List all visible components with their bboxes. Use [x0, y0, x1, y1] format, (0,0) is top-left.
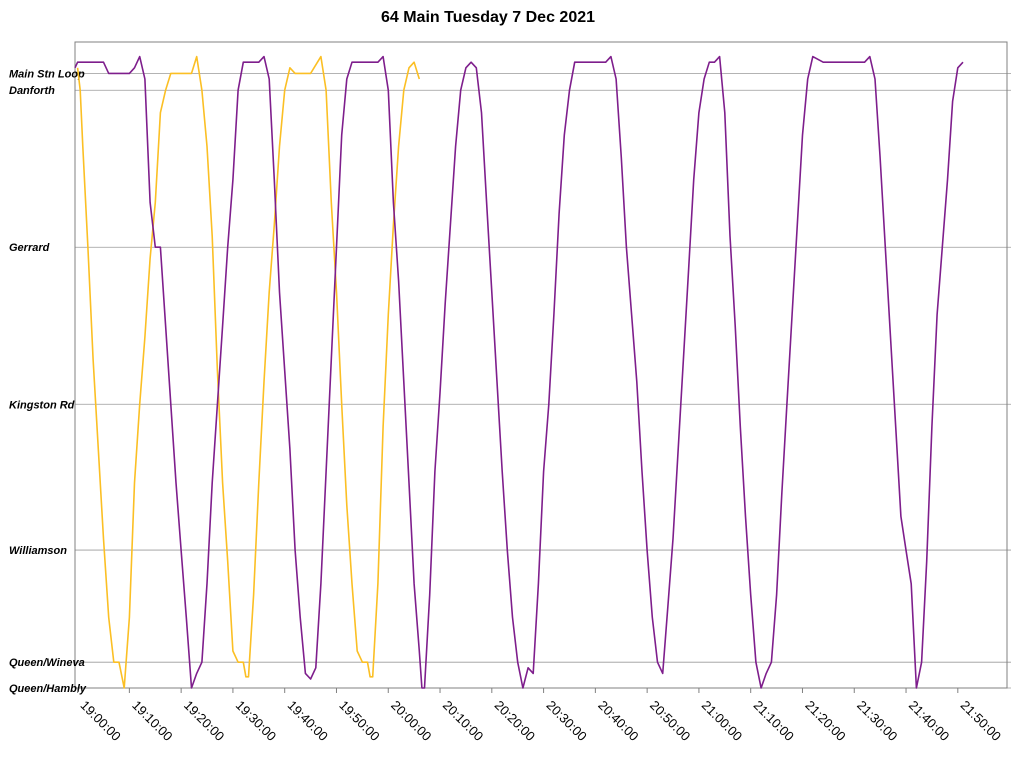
series-lines [74, 55, 964, 689]
x-axis-ticks [77, 688, 959, 693]
x-tick-label: 19:10:00 [129, 698, 175, 744]
x-tick-label: 21:00:00 [699, 698, 745, 744]
x-tick-label: 20:50:00 [647, 698, 693, 744]
x-tick-label: 19:00:00 [77, 698, 123, 744]
series-line-1 [76, 55, 421, 689]
x-tick-label: 20:40:00 [595, 698, 641, 744]
x-tick-label: 21:10:00 [751, 698, 797, 744]
x-tick-label: 20:10:00 [440, 698, 486, 744]
y-tick-label: Williamson [9, 545, 67, 557]
y-axis-labels: Main Stn Loop Danforth Gerrard Kingston Rd W… [9, 68, 87, 695]
x-tick-label: 19:20:00 [181, 698, 227, 744]
x-tick-label: 19:40:00 [285, 698, 331, 744]
x-tick-label: 20:00:00 [388, 698, 434, 744]
x-tick-label: 19:50:00 [336, 698, 382, 744]
y-tick-label: Main Stn Loop [9, 68, 85, 80]
plot-frame [74, 41, 1008, 689]
x-tick-label: 19:30:00 [233, 698, 279, 744]
x-tick-label: 20:20:00 [492, 698, 538, 744]
x-tick-label: 21:20:00 [802, 698, 848, 744]
y-tick-label: Kingston Rd [9, 399, 75, 411]
x-tick-label: 21:50:00 [958, 698, 1004, 744]
x-axis-labels: 19:00:00 19:10:00 19:20:00 19:30:00 19:40:00… [77, 698, 1004, 744]
x-tick-label: 21:30:00 [854, 698, 900, 744]
y-tick-label: Queen/Hambly [9, 683, 87, 695]
y-tick-label: Gerrard [9, 242, 50, 254]
chart-title: 64 Main Tuesday 7 Dec 2021 [380, 9, 596, 26]
series-line-2 [74, 55, 964, 689]
y-tick-label: Queen/Wineva [9, 657, 85, 669]
x-tick-label: 21:40:00 [906, 698, 952, 744]
gridlines [75, 73, 1011, 689]
x-tick-label: 20:30:00 [543, 698, 589, 744]
y-tick-label: Danforth [9, 85, 55, 97]
